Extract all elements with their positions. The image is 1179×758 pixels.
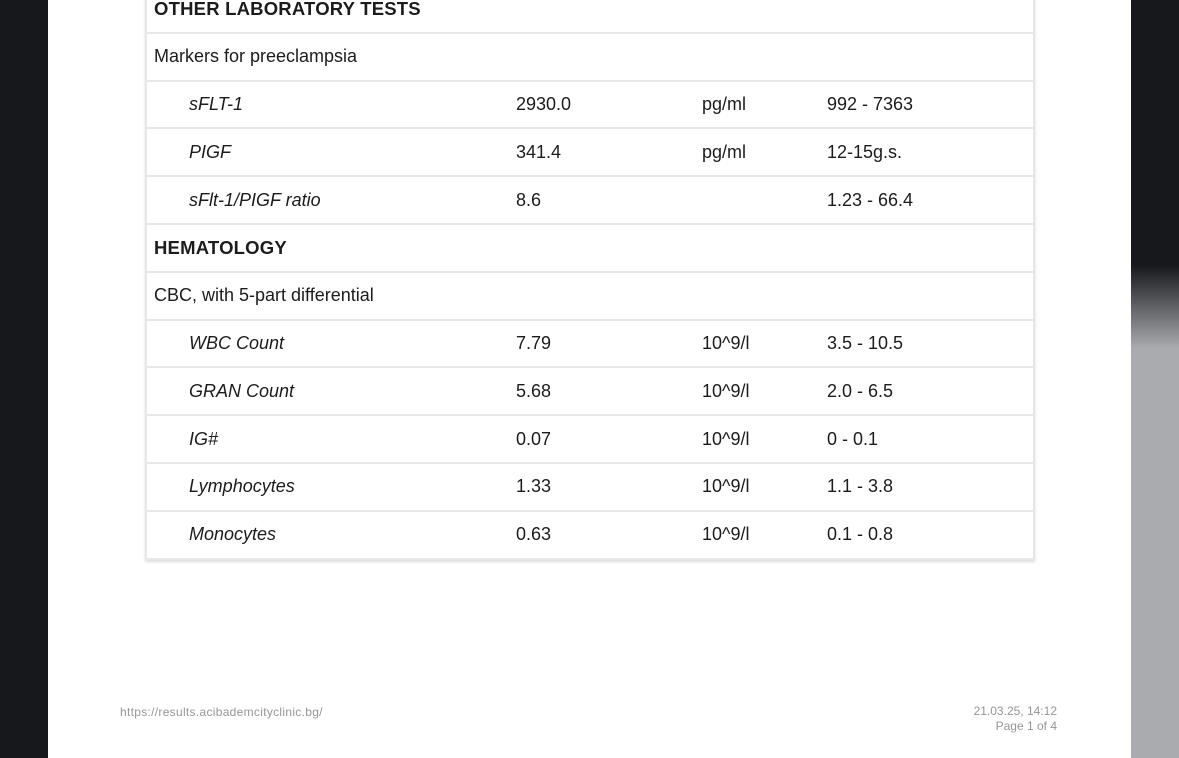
test-range: 0.1 - 0.8	[827, 524, 894, 545]
test-row: Monocytes 0.63 10^9/l 0.1 - 0.8	[147, 511, 1033, 560]
test-name: WBC Count	[189, 332, 285, 353]
footer-datetime: 21.03.25, 14:12	[973, 704, 1057, 718]
backdrop-right-strip	[1131, 0, 1179, 758]
test-row: WBC Count 7.79 10^9/l 3.5 - 10.5	[147, 320, 1033, 369]
footer-page-indicator: Page 1 of 4	[995, 719, 1057, 733]
test-unit: 10^9/l	[702, 332, 750, 353]
test-row: PIGF 341.4 pg/ml 12-15g.s.	[147, 129, 1033, 178]
test-row: sFLT-1 2930.0 pg/ml 992 - 7363	[147, 81, 1033, 130]
test-range: 1.23 - 66.4	[827, 189, 914, 210]
test-name: GRAN Count	[189, 380, 295, 401]
footer-url: https://results.acibademcityclinic.bg/	[120, 705, 323, 719]
test-name: sFLT-1	[189, 93, 244, 114]
test-value: 7.79	[516, 332, 552, 353]
test-unit: 10^9/l	[702, 428, 750, 449]
test-value: 0.07	[516, 428, 552, 449]
test-row: IG# 0.07 10^9/l 0 - 0.1	[147, 416, 1033, 464]
test-value: 0.63	[516, 524, 552, 545]
test-range: 12-15g.s.	[827, 141, 903, 162]
test-value: 8.6	[516, 189, 542, 210]
group-label: Markers for preeclampsia	[154, 46, 358, 67]
test-unit: pg/ml	[702, 93, 747, 114]
test-unit: 10^9/l	[702, 380, 750, 401]
test-name: PIGF	[189, 141, 232, 162]
test-row: Lymphocytes 1.33 10^9/l 1.1 - 3.8	[147, 463, 1033, 512]
test-value: 1.33	[516, 476, 552, 497]
test-value: 341.4	[516, 141, 562, 162]
test-range: 1.1 - 3.8	[827, 476, 894, 497]
test-value: 2930.0	[516, 93, 572, 114]
backdrop-left-strip	[0, 0, 48, 758]
test-range: 0 - 0.1	[827, 428, 879, 449]
test-unit: 10^9/l	[702, 476, 750, 497]
test-row: sFlt-1/PIGF ratio 8.6 1.23 - 66.4	[147, 177, 1033, 225]
test-value: 5.68	[516, 380, 552, 401]
test-name: Lymphocytes	[189, 476, 295, 497]
group-label: CBC, with 5-part differential	[154, 285, 374, 306]
test-name: Monocytes	[189, 524, 277, 545]
test-name: IG#	[189, 428, 219, 449]
section-row: HEMATOLOGY	[147, 224, 1033, 273]
test-name: sFlt-1/PIGF ratio	[189, 189, 321, 210]
footer-meta: 21.03.25, 14:12 Page 1 of 4	[974, 704, 1057, 734]
section-row: OTHER LABORATORY TESTS	[147, 0, 1033, 34]
test-unit: 10^9/l	[702, 524, 750, 545]
test-unit: pg/ml	[702, 141, 747, 162]
lab-results-table: OTHER LABORATORY TESTS Markers for preecl…	[145, 0, 1035, 560]
section-label: HEMATOLOGY	[154, 236, 287, 258]
test-row: GRAN Count 5.68 10^9/l 2.0 - 6.5	[147, 368, 1033, 417]
group-row: CBC, with 5-part differential	[147, 272, 1033, 321]
test-range: 992 - 7363	[827, 93, 914, 114]
group-row: Markers for preeclampsia	[147, 33, 1033, 82]
test-range: 3.5 - 10.5	[827, 332, 904, 353]
section-label: OTHER LABORATORY TESTS	[154, 0, 421, 19]
document-page: OTHER LABORATORY TESTS Markers for preecl…	[48, 0, 1131, 758]
test-range: 2.0 - 6.5	[827, 380, 894, 401]
